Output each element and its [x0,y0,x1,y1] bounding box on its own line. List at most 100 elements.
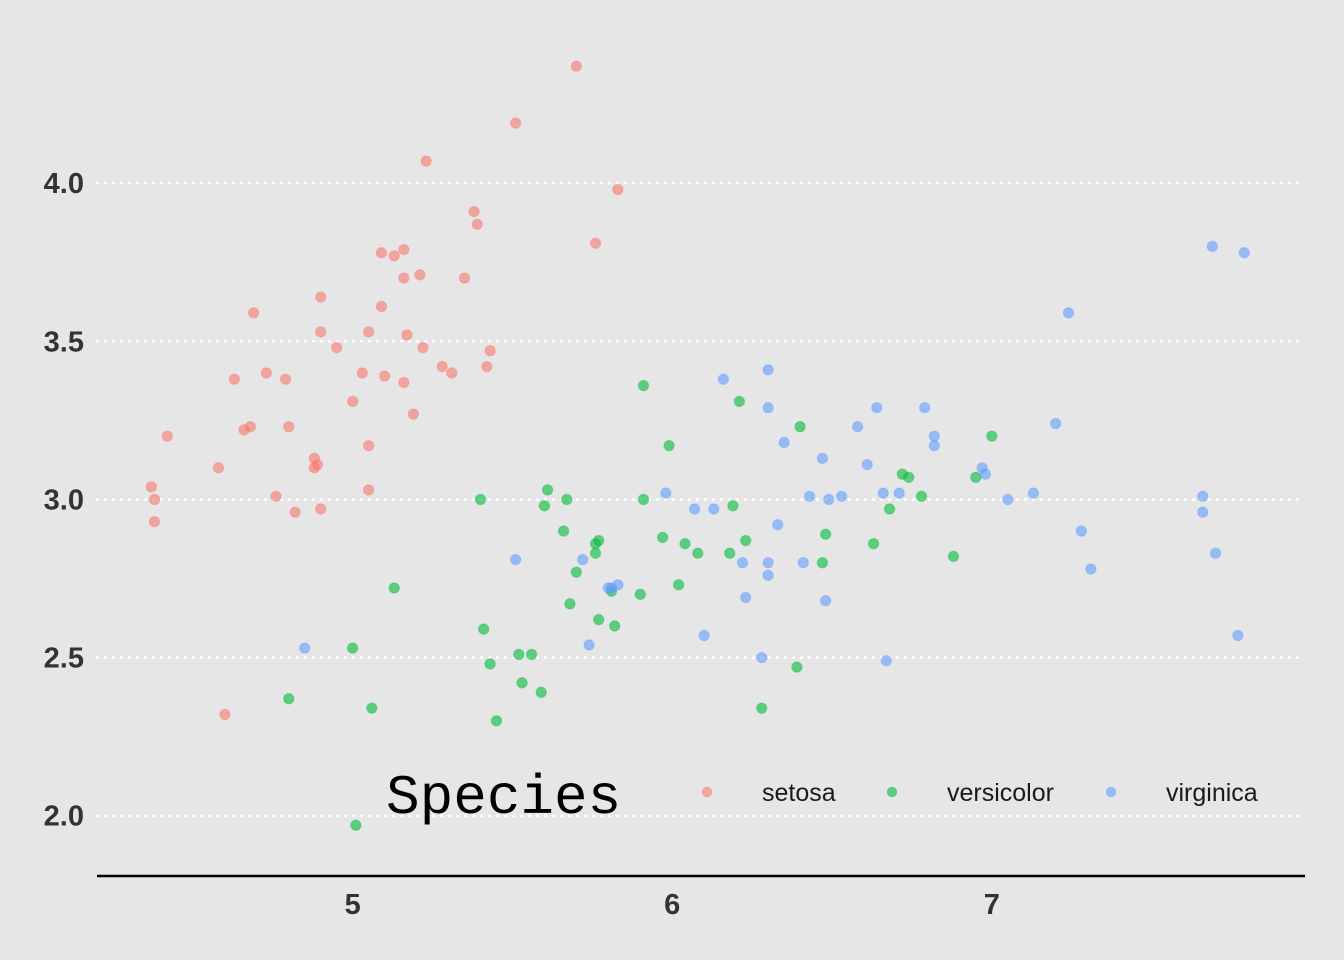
data-point-setosa [481,360,493,373]
data-point-setosa [509,117,522,129]
data-point-setosa [315,503,327,515]
data-point-virginica [717,373,730,385]
legend-key-virginica [1105,786,1117,798]
data-point-versicolor [525,648,538,661]
data-point-setosa [471,218,483,230]
data-point-setosa [270,490,282,502]
data-point-versicolor [986,430,998,442]
data-point-virginica [762,364,774,376]
data-point-versicolor [727,500,739,512]
data-point-versicolor [733,395,746,408]
data-point-versicolor [867,538,880,550]
data-point-versicolor [947,550,960,563]
data-point-setosa [244,420,257,433]
data-point-virginica [698,629,710,642]
x-tick-label: 5 [345,889,361,921]
data-point-setosa [378,370,391,382]
data-point-virginica [797,556,809,569]
data-point-virginica [740,591,752,604]
data-point-setosa [388,250,400,262]
data-point-virginica [605,582,618,594]
data-point-setosa [401,329,413,341]
data-point-setosa [260,367,273,379]
data-point-versicolor [915,490,928,502]
data-point-setosa [148,493,161,506]
data-point-versicolor [634,588,646,601]
gridlines [95,181,1307,817]
legend-title: Species [386,766,621,830]
y-tick-label: 2.5 [44,643,84,675]
data-point-virginica [1002,493,1014,506]
data-point-virginica [823,493,835,506]
data-point-setosa [148,515,161,528]
data-point-setosa [228,373,241,385]
legend: Species setosa versicolor virginica [386,766,1258,830]
data-point-virginica [583,639,595,651]
series-versicolor [283,379,998,831]
data-point-versicolor [557,525,570,537]
data-point-virginica [736,556,749,569]
x-axis-tick-labels: 5 6 7 [345,889,1000,921]
data-point-versicolor [593,613,605,626]
data-point-setosa [436,360,448,373]
data-point-versicolor [970,471,982,484]
data-point-virginica [1075,525,1087,537]
data-point-setosa [446,367,458,379]
data-point-versicolor [484,658,496,670]
data-point-setosa [212,462,225,474]
data-point-versicolor [609,620,621,632]
data-point-virginica [1085,563,1097,575]
y-tick-label: 3.0 [44,484,84,516]
data-point-virginica [688,503,701,515]
y-tick-label: 3.5 [44,326,84,358]
data-point-virginica [762,556,774,569]
data-point-versicolor [672,579,685,591]
data-point-versicolor [477,623,490,635]
data-point-setosa [219,708,231,721]
data-point-versicolor [791,661,803,673]
data-point-versicolor [490,715,503,727]
data-point-virginica [877,487,889,499]
data-point-virginica [1238,247,1250,259]
data-point-setosa [407,408,420,420]
series-setosa [145,60,624,721]
data-point-setosa [283,420,295,433]
data-point-setosa [589,237,602,249]
data-point-versicolor [816,556,829,569]
data-point-versicolor [350,819,362,831]
data-point-versicolor [819,528,832,540]
data-point-setosa [414,269,426,281]
data-point-versicolor [740,534,752,547]
data-point-setosa [315,291,327,303]
data-point-versicolor [283,692,295,705]
data-point-versicolor [883,503,896,515]
data-point-virginica [1027,487,1040,499]
data-point-virginica [979,468,992,480]
data-point-setosa [570,60,583,72]
data-point-setosa [362,439,375,452]
data-point-virginica [816,452,829,465]
data-point-versicolor [724,547,736,559]
data-point-setosa [417,341,429,354]
y-tick-label: 4.0 [44,168,84,200]
data-point-versicolor [570,566,583,578]
data-point-versicolor [561,493,573,506]
data-point-versicolor [663,439,675,452]
data-point-setosa [612,183,624,196]
data-point-setosa [375,300,388,313]
data-point-versicolor [346,642,359,654]
data-point-virginica [708,503,720,515]
data-point-versicolor [589,538,602,550]
data-point-versicolor [589,547,602,559]
data-point-setosa [362,326,375,338]
data-point-versicolor [538,500,551,512]
legend-key-versicolor [886,786,898,798]
data-point-virginica [871,402,883,414]
data-point-versicolor [637,493,650,506]
data-point-setosa [375,247,388,259]
x-tick-label: 6 [664,889,680,921]
data-point-virginica [880,655,893,667]
x-tick-label: 7 [984,889,1000,921]
